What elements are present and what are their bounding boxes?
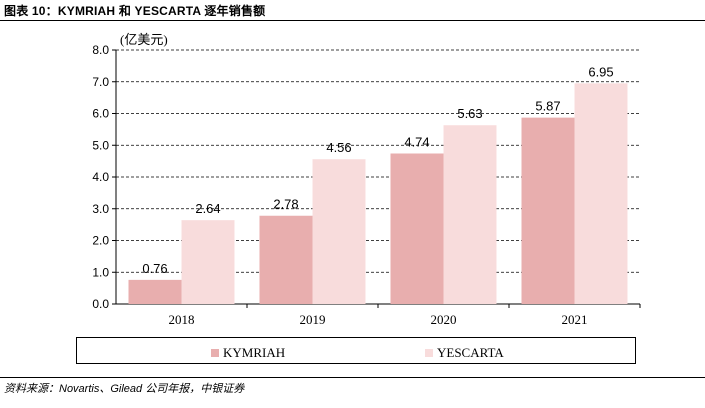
x-tick-label: 2019 bbox=[300, 312, 326, 327]
data-label: 2.64 bbox=[195, 201, 220, 216]
y-tick-label: 0.0 bbox=[92, 297, 109, 311]
legend: KYMRIAH YESCARTA bbox=[76, 337, 636, 364]
data-label: 5.63 bbox=[457, 106, 482, 121]
figure-title: 图表 10：KYMRIAH 和 YESCARTA 逐年销售额 bbox=[4, 4, 266, 18]
data-label: 5.87 bbox=[535, 99, 560, 114]
legend-swatch-yescarta bbox=[425, 349, 433, 357]
source-note: 资料来源：Novartis、Gilead 公司年报，中银证券 bbox=[4, 383, 245, 395]
axes: 0.0 1.0 2.0 3.0 4.0 5.0 6.0 7.0 8.0 2018 2019 2020 2… bbox=[92, 43, 641, 327]
y-tick-label: 4.0 bbox=[92, 170, 109, 184]
bar-yescarta-2020 bbox=[443, 125, 497, 304]
data-label: 4.56 bbox=[326, 140, 351, 155]
legend-label-kymriah: KYMRIAH bbox=[223, 345, 286, 360]
legend-swatch-kymriah bbox=[211, 349, 219, 357]
legend-label-yescarta: YESCARTA bbox=[437, 345, 504, 360]
bar-kymriah-2018 bbox=[128, 279, 182, 304]
bar-kymriah-2021 bbox=[521, 117, 575, 304]
bar-kymriah-2019 bbox=[259, 215, 313, 304]
bar-chart: 0.0 1.0 2.0 3.0 4.0 5.0 6.0 7.0 8.0 2018 2019 2020 2… bbox=[92, 32, 641, 327]
data-label: 0.76 bbox=[142, 261, 167, 276]
y-tick-label: 5.0 bbox=[92, 138, 109, 152]
data-labels: 0.76 2.64 2.78 4.56 4.74 5.63 5.87 6.95 bbox=[142, 64, 613, 276]
y-tick-label: 2.0 bbox=[92, 234, 109, 248]
data-label: 2.78 bbox=[273, 197, 298, 212]
y-tick-label: 1.0 bbox=[92, 265, 109, 279]
bar-yescarta-2018 bbox=[181, 220, 235, 304]
x-tick-label: 2018 bbox=[169, 312, 195, 327]
data-label: 6.95 bbox=[588, 64, 613, 79]
bar-yescarta-2021 bbox=[574, 83, 628, 305]
bars bbox=[128, 83, 628, 305]
title-divider bbox=[0, 20, 705, 21]
x-tick-label: 2021 bbox=[562, 312, 588, 327]
y-tick-label: 6.0 bbox=[92, 107, 109, 121]
legend-item-yescarta: YESCARTA bbox=[425, 345, 504, 361]
y-tick-label: 8.0 bbox=[92, 43, 109, 57]
bar-kymriah-2020 bbox=[390, 153, 444, 304]
bar-yescarta-2019 bbox=[312, 159, 366, 304]
source-divider bbox=[0, 377, 705, 378]
y-tick-label: 3.0 bbox=[92, 202, 109, 216]
data-label: 4.74 bbox=[404, 135, 429, 150]
unit-label: (亿美元) bbox=[120, 32, 168, 47]
x-tick-label: 2020 bbox=[431, 312, 457, 327]
legend-item-kymriah: KYMRIAH bbox=[211, 345, 285, 361]
y-tick-label: 7.0 bbox=[92, 75, 109, 89]
